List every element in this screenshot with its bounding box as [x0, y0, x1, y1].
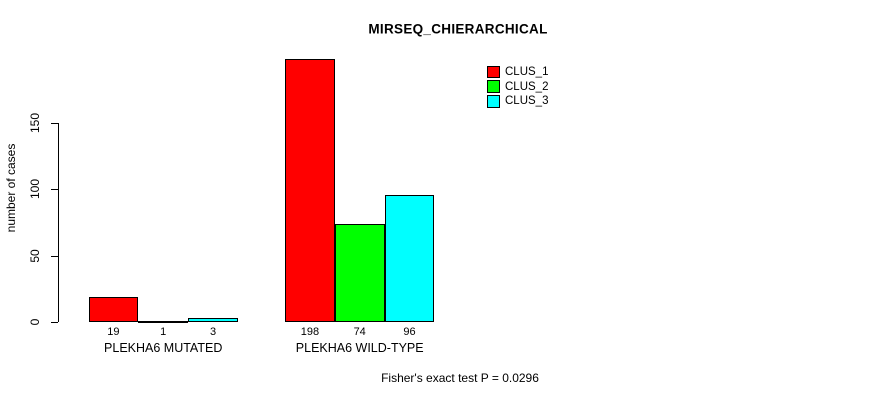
bar-value-label: 3 — [209, 326, 217, 338]
y-axis-label: number of cases — [4, 143, 18, 233]
bar-value-label: 1 — [160, 326, 167, 338]
y-axis-tick-label: 50 — [28, 248, 42, 263]
bar-clus_3 — [384, 194, 435, 322]
y-axis-tick-label: 100 — [28, 179, 42, 200]
bar-clus_1 — [88, 296, 139, 322]
bar-clus_3 — [188, 318, 238, 322]
legend-label-clus_2: CLUS_2 — [505, 80, 549, 93]
bar-value-label: 74 — [353, 326, 366, 338]
legend-swatch-clus_2 — [487, 80, 500, 93]
y-axis-tick — [51, 322, 58, 323]
footnote-pvalue: Fisher's exact test P = 0.0296 — [381, 371, 539, 385]
bar-clus_2 — [334, 223, 385, 322]
bar-value-label: 198 — [300, 326, 320, 338]
chart-title: MIRSEQ_CHIERARCHICAL — [368, 21, 548, 37]
y-axis-tick — [51, 123, 58, 124]
legend-swatch-clus_1 — [487, 65, 500, 78]
y-axis-tick-label: 150 — [28, 112, 42, 134]
y-axis-line — [58, 123, 59, 322]
bar-clus_2 — [138, 320, 189, 323]
legend-swatch-clus_3 — [487, 95, 500, 108]
y-axis-tick — [51, 189, 58, 191]
bar-value-label: 19 — [107, 326, 120, 338]
y-axis-tick — [51, 255, 58, 257]
legend-label-clus_3: CLUS_3 — [505, 95, 549, 108]
y-axis-tick-label: 0 — [28, 318, 42, 326]
x-axis-category-label: PLEKHA6 MUTATED — [104, 340, 223, 355]
bar-value-label: 96 — [403, 326, 416, 338]
bar-clus_1 — [285, 59, 335, 322]
x-axis-category-label: PLEKHA6 WILD-TYPE — [295, 340, 424, 355]
legend-label-clus_1: CLUS_1 — [505, 65, 549, 78]
